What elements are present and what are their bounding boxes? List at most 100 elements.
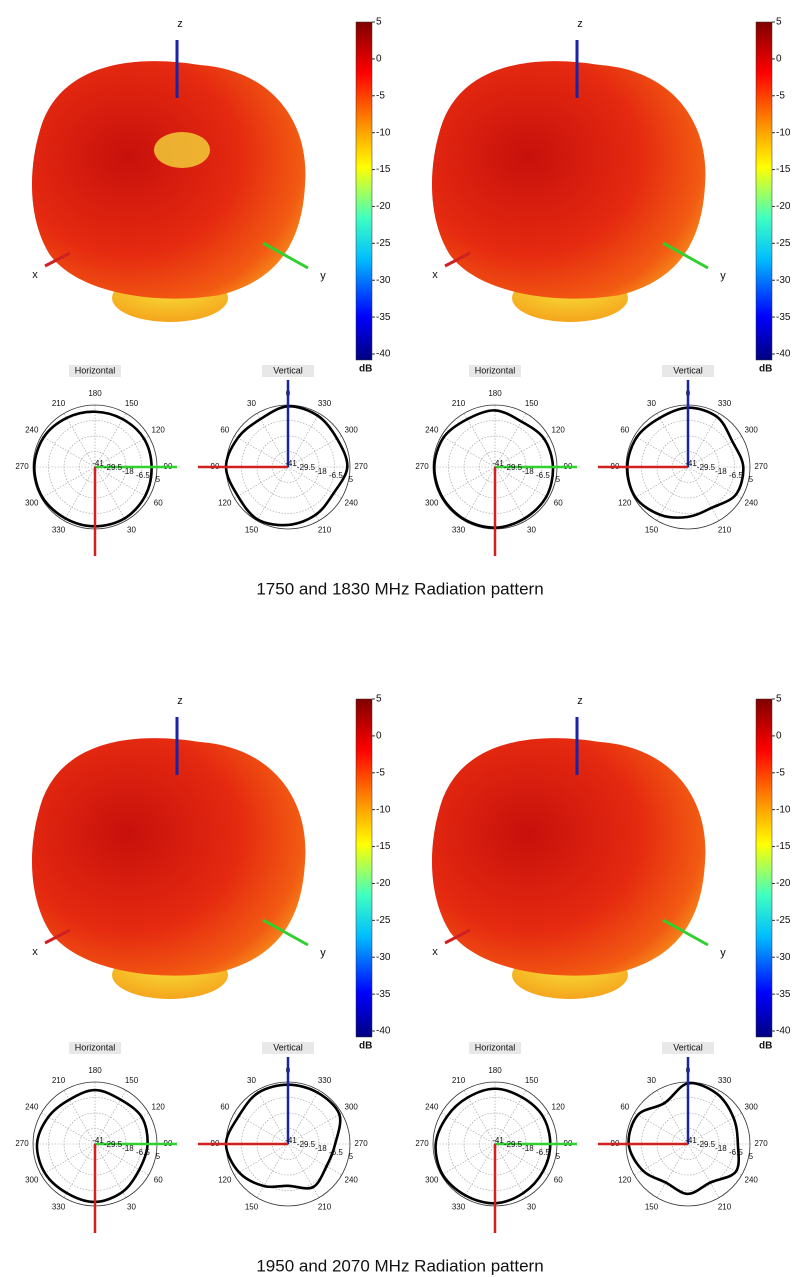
polar-spoke bbox=[287, 435, 342, 468]
polar-spoke bbox=[494, 1143, 527, 1198]
angle-label: 210 bbox=[52, 1076, 66, 1085]
axis-label: y bbox=[320, 270, 326, 282]
angle-label: 330 bbox=[318, 399, 332, 408]
polar-spoke bbox=[41, 435, 96, 468]
angle-label: 60 bbox=[620, 1103, 629, 1112]
polar-spoke bbox=[234, 466, 289, 499]
pattern-curve bbox=[35, 1088, 149, 1204]
radial-label: -29.5 bbox=[697, 1140, 716, 1149]
radial-label: 5 bbox=[556, 475, 561, 484]
radial-label: -41 bbox=[492, 1136, 504, 1145]
polar-spoke bbox=[287, 413, 320, 468]
angle-label: 150 bbox=[245, 1202, 259, 1211]
angle-label: 270 bbox=[754, 1139, 768, 1148]
colorbar bbox=[755, 21, 773, 361]
pattern-curve bbox=[434, 1087, 552, 1205]
radial-label: 5 bbox=[156, 475, 161, 484]
polar-spoke bbox=[634, 466, 689, 499]
colorbar-label: -10 bbox=[776, 127, 791, 138]
polar-spoke bbox=[656, 413, 689, 468]
angle-label: 120 bbox=[552, 426, 566, 435]
radial-label: 5 bbox=[556, 1152, 561, 1161]
axis-label: y bbox=[720, 947, 726, 959]
colorbar-label: -10 bbox=[776, 804, 791, 815]
colorbar-label: -40 bbox=[376, 1026, 391, 1037]
polar-spoke bbox=[634, 435, 689, 468]
radial-label: -6.5 bbox=[329, 1148, 343, 1157]
radial-label: -29.5 bbox=[104, 463, 123, 472]
angle-label: 300 bbox=[25, 1176, 39, 1185]
angle-label: 150 bbox=[125, 1076, 139, 1085]
colorbar-label: -15 bbox=[776, 164, 791, 175]
polar-title: Horizontal bbox=[75, 365, 116, 375]
polar-spoke bbox=[634, 1112, 689, 1145]
colorbar-label: -5 bbox=[776, 767, 785, 778]
y-axis bbox=[262, 918, 309, 947]
angle-label: 300 bbox=[25, 499, 39, 508]
angle-label: 300 bbox=[345, 426, 359, 435]
angle-label: 270 bbox=[15, 1139, 29, 1148]
angle-label: 240 bbox=[425, 426, 439, 435]
polar-spoke bbox=[441, 435, 496, 468]
polar-spoke bbox=[494, 1112, 549, 1145]
angle-label: 30 bbox=[127, 525, 136, 534]
polar-title: Vertical bbox=[273, 1042, 303, 1052]
radial-label: -18 bbox=[522, 1144, 534, 1153]
polar-spoke bbox=[441, 466, 496, 499]
polar-spoke bbox=[287, 1143, 320, 1198]
angle-label: 270 bbox=[354, 462, 368, 471]
axis-label: z bbox=[577, 18, 583, 30]
polar-spoke bbox=[441, 1112, 496, 1145]
angle-label: 60 bbox=[220, 1103, 229, 1112]
radial-label: -6.5 bbox=[729, 471, 743, 480]
angle-label: 30 bbox=[247, 399, 256, 408]
polar-spoke bbox=[256, 1143, 289, 1198]
polar-spoke bbox=[463, 1090, 496, 1145]
colorbar-unit: dB bbox=[759, 364, 772, 375]
x-axis bbox=[44, 251, 71, 268]
polar-spoke bbox=[687, 413, 720, 468]
radial-label: -18 bbox=[715, 467, 727, 476]
angle-label: 330 bbox=[52, 525, 66, 534]
colorbar-label: -30 bbox=[376, 952, 391, 963]
colorbar-unit: dB bbox=[359, 1041, 372, 1052]
polar-title-bg bbox=[69, 365, 121, 377]
angle-label: 120 bbox=[618, 1176, 632, 1185]
polar-spoke bbox=[287, 1090, 320, 1145]
colorbar-label: -30 bbox=[776, 952, 791, 963]
polar-spoke bbox=[656, 466, 689, 521]
radial-label: -18 bbox=[315, 467, 327, 476]
polar-spoke bbox=[63, 466, 96, 521]
pattern-curve bbox=[626, 406, 745, 519]
angle-label: 210 bbox=[718, 1202, 732, 1211]
polar-spoke bbox=[256, 1090, 289, 1145]
angle-label: 210 bbox=[452, 399, 466, 408]
pattern-body bbox=[31, 738, 306, 976]
angle-label: 60 bbox=[554, 1176, 563, 1185]
polar-spoke bbox=[463, 413, 496, 468]
polar-spoke bbox=[494, 466, 549, 499]
radial-label: 5 bbox=[749, 475, 754, 484]
polar-spoke bbox=[687, 466, 720, 521]
angle-label: 120 bbox=[218, 1176, 232, 1185]
colorbar-label: -5 bbox=[376, 767, 385, 778]
polar-spoke bbox=[287, 466, 320, 521]
polar-spoke bbox=[687, 1143, 742, 1176]
polar-spoke bbox=[287, 1143, 342, 1176]
polar-spoke bbox=[463, 466, 496, 521]
colorbar-label: -35 bbox=[376, 989, 391, 1000]
angle-label: 210 bbox=[318, 525, 332, 534]
colorbar-label: -5 bbox=[776, 90, 785, 101]
polar-spoke bbox=[287, 1112, 342, 1145]
angle-label: 120 bbox=[152, 426, 166, 435]
colorbar-label: 5 bbox=[776, 694, 782, 705]
axis-label: x bbox=[32, 946, 38, 958]
angle-label: 180 bbox=[488, 1066, 502, 1075]
polar-spoke bbox=[687, 1090, 720, 1145]
polar-title-bg bbox=[69, 1042, 121, 1054]
polar-title: Vertical bbox=[273, 365, 303, 375]
radial-label: 5 bbox=[349, 1152, 354, 1161]
polar-title: Vertical bbox=[673, 365, 703, 375]
pattern-curve bbox=[33, 410, 153, 528]
